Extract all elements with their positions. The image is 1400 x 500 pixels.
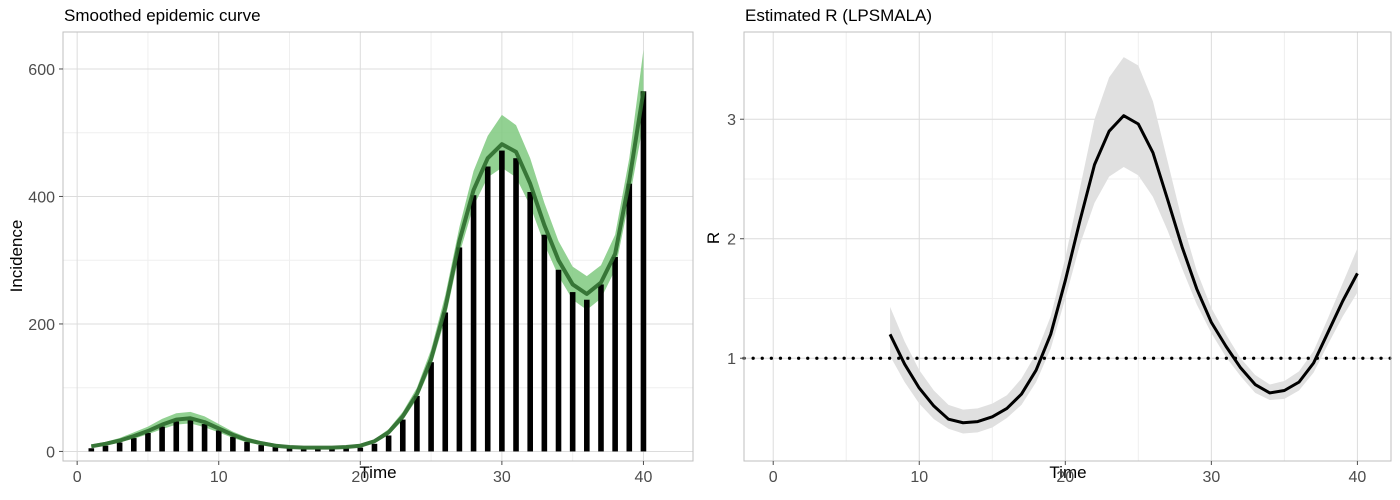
x-axis: 0 10 20 30 40	[73, 461, 653, 486]
bar	[555, 269, 562, 452]
credible-band-area	[91, 49, 644, 449]
fit-line	[90, 90, 646, 450]
bars	[88, 91, 647, 452]
plot-area	[62, 31, 694, 462]
x-tick-label: 30	[493, 469, 511, 486]
bar	[102, 445, 109, 452]
bar	[159, 426, 165, 452]
bar	[470, 195, 477, 452]
chart-title: Estimated R (LPSMALA)	[745, 6, 932, 25]
y-axis: 1 2 3	[727, 112, 744, 368]
bar	[484, 166, 491, 452]
x-axis-label: Time	[359, 463, 396, 482]
bar	[584, 299, 590, 452]
y-axis: 0 200 400 600	[28, 62, 63, 461]
epidemic-curve-panel: Smoothed epidemic curve Time Incidence 0…	[7, 6, 694, 486]
credible-band-area	[890, 57, 1358, 434]
bar	[399, 419, 406, 452]
bar	[414, 395, 420, 452]
credible-band	[91, 49, 644, 449]
bar	[215, 430, 222, 452]
x-tick-label: 20	[351, 469, 369, 486]
bar	[244, 441, 250, 452]
x-axis: 0 10 20 30 40	[769, 461, 1367, 486]
bar	[116, 442, 123, 452]
bar	[357, 447, 364, 452]
bar	[612, 257, 618, 452]
plot-area	[743, 31, 1392, 462]
bar	[130, 438, 137, 452]
y-tick-label: 1	[727, 351, 736, 368]
r-line	[888, 114, 1359, 425]
bar	[300, 448, 307, 452]
bar	[428, 362, 434, 452]
bar	[385, 435, 392, 452]
credible-band	[890, 57, 1358, 434]
bar	[258, 445, 264, 452]
r-estimate-panel: Estimated R (LPSMALA) Time R 0 10 20 30 40 1…	[704, 6, 1393, 486]
bar	[343, 448, 349, 452]
y-axis-label: R	[704, 232, 723, 244]
y-tick-label: 0	[46, 444, 55, 461]
bar	[499, 150, 505, 452]
bar	[173, 421, 180, 452]
x-tick-label: 40	[635, 469, 653, 486]
y-axis-label: Incidence	[7, 220, 26, 293]
bar	[541, 234, 548, 452]
bar	[513, 158, 519, 452]
bar	[598, 284, 604, 452]
x-tick-label: 10	[210, 469, 228, 486]
x-tick-label: 30	[1202, 469, 1220, 486]
y-tick-label: 200	[28, 317, 55, 334]
bar	[371, 443, 378, 452]
x-tick-label: 0	[73, 469, 82, 486]
bar	[442, 312, 449, 452]
y-tick-label: 3	[727, 112, 736, 129]
bar	[201, 424, 208, 452]
x-tick-label: 0	[769, 469, 778, 486]
bar	[286, 448, 293, 452]
bar	[187, 420, 194, 452]
y-tick-label: 2	[727, 232, 736, 249]
bar	[315, 448, 321, 452]
bar	[88, 448, 95, 452]
bar	[272, 446, 279, 452]
x-tick-label: 20	[1056, 469, 1074, 486]
bar	[456, 247, 463, 452]
bar	[329, 448, 335, 452]
x-axis-label: Time	[1049, 463, 1086, 482]
bar	[145, 432, 151, 452]
bar	[626, 183, 633, 452]
y-tick-label: 600	[28, 62, 55, 79]
x-tick-label: 40	[1349, 469, 1367, 486]
x-tick-label: 10	[910, 469, 928, 486]
fit-line-path	[90, 90, 646, 450]
bar	[527, 192, 533, 452]
grid	[744, 32, 1391, 461]
chart-title: Smoothed epidemic curve	[64, 6, 261, 25]
bar	[230, 436, 236, 452]
bar	[569, 292, 576, 452]
r-line-path	[888, 114, 1359, 425]
y-tick-label: 400	[28, 189, 55, 206]
bar	[640, 91, 647, 452]
